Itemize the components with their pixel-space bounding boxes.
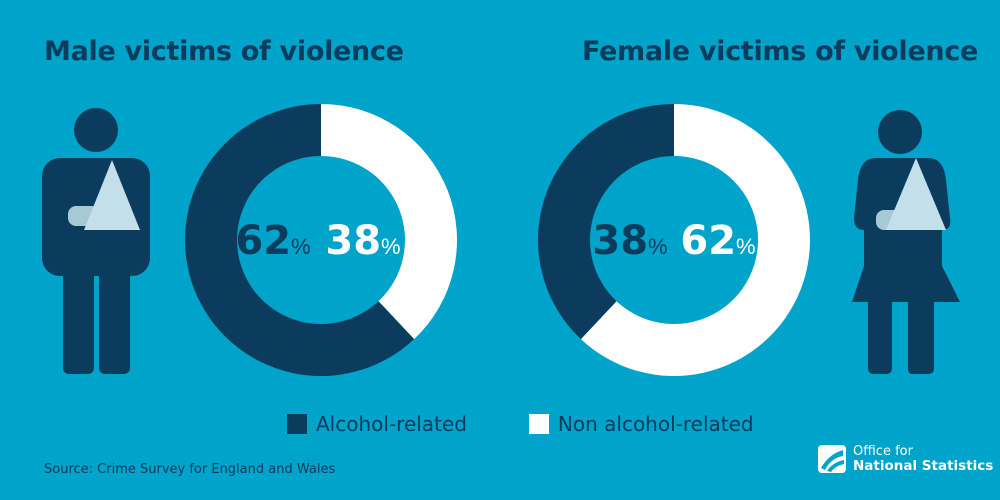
male-slice-alcohol [185,104,415,376]
legend-label-non-alcohol: Non alcohol-related [557,412,754,436]
legend: Alcohol-related Non alcohol-related [287,412,754,436]
male-slice-non-alcohol [321,104,457,340]
source-note: Source: Crime Survey for England and Wal… [44,462,336,477]
male-figure-icon [42,108,150,374]
ons-logo-line2: National Statistics [853,458,994,474]
ons-logo-icon [818,445,846,473]
ons-logo-line1: Office for [853,444,913,459]
legend-swatch-non-alcohol [528,414,549,434]
female-slice-alcohol [538,104,674,340]
female-value-label-alcohol: 38% [592,218,667,264]
legend-item-non-alcohol: Non alcohol-related [528,412,754,436]
female-value-label-non-alcohol: 62% [680,218,755,264]
female-slice-non-alcohol [580,104,810,376]
female-donut-chart: 38% 62% [538,104,810,376]
legend-label-alcohol: Alcohol-related [316,412,467,436]
male-value-label-non-alcohol: 38% [325,218,400,264]
female-figure-icon [852,110,960,374]
male-value-label-alcohol: 62% [235,218,310,264]
ons-logo: Office for National Statistics [817,444,993,474]
ons-logo-text: Office for National Statistics [853,444,993,474]
male-donut-slices [185,104,457,376]
male-donut-chart: 62% 38% [185,104,457,376]
female-donut-slices [538,104,810,376]
legend-item-alcohol: Alcohol-related [287,412,467,436]
legend-swatch-alcohol [287,414,307,434]
male-chart-title: Male victims of violence [44,36,404,67]
female-chart-title: Female victims of violence [582,36,979,67]
